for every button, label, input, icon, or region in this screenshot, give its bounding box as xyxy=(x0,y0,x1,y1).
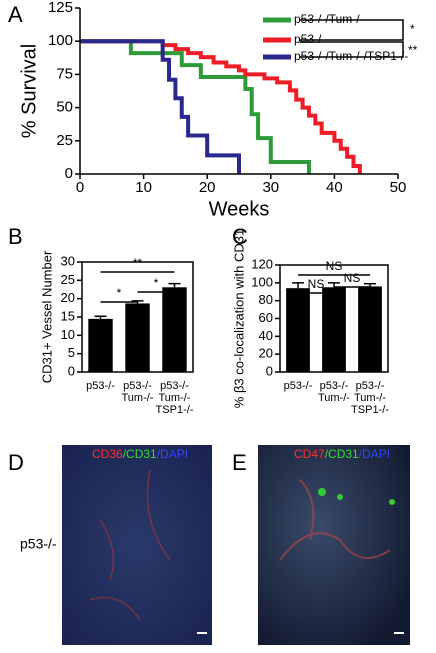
y-tick-label: 40 xyxy=(259,328,273,343)
x-tick-label: p53-/- xyxy=(160,380,189,392)
y-tick-label: 60 xyxy=(259,310,273,325)
stain-label: CD36/CD31/DAPI xyxy=(92,447,188,461)
stain-part: /CD31 xyxy=(123,447,157,461)
y-tick-label: 15 xyxy=(61,308,75,323)
y-tick-label: 20 xyxy=(61,290,75,305)
x-tick-label: 40 xyxy=(326,179,343,196)
y-axis-title: CD31+ Vessel Number xyxy=(39,250,54,383)
y-tick-label: 30 xyxy=(61,253,75,268)
y-tick-label: 20 xyxy=(259,346,273,361)
y-tick-label: 100 xyxy=(48,32,73,49)
x-tick-label: p53-/- xyxy=(123,380,152,392)
x-tick-label: TSP1-/- xyxy=(351,404,389,416)
vessel-signal xyxy=(89,469,171,621)
significance: NS xyxy=(326,259,343,273)
x-axis-title: Weeks xyxy=(209,198,270,220)
x-tick-label: Tum-/- xyxy=(354,392,386,404)
significance: NS xyxy=(344,271,361,285)
row-label: p53-/- xyxy=(20,536,57,552)
x-tick-label: p53-/- xyxy=(284,380,313,392)
y-tick-label: 5 xyxy=(68,345,75,360)
stain-part: CD47 xyxy=(294,447,325,461)
axis xyxy=(279,264,389,373)
y-tick-label: 100 xyxy=(251,274,273,289)
y-tick-label: 10 xyxy=(61,327,75,342)
bar xyxy=(125,303,150,372)
x-tick-label: p53-/- xyxy=(320,380,349,392)
stain-part: CD36 xyxy=(92,447,123,461)
y-tick-label: 25 xyxy=(56,132,73,149)
vessel-signal xyxy=(279,479,391,561)
green-signal xyxy=(318,488,326,496)
axis xyxy=(81,261,194,373)
y-tick-label: 120 xyxy=(251,256,273,271)
x-tick-label: 20 xyxy=(199,179,216,196)
x-tick-label: 50 xyxy=(390,179,407,196)
significance: ** xyxy=(408,43,418,57)
x-tick-label: 30 xyxy=(262,179,279,196)
survival-line xyxy=(80,39,311,174)
micrograph-e xyxy=(258,445,410,645)
y-tick-label: 25 xyxy=(61,272,75,287)
y-axis-title: % Survival xyxy=(18,44,40,138)
bar xyxy=(162,287,187,372)
panel-label: B xyxy=(8,224,23,249)
x-tick-label: Tum-/- xyxy=(122,392,154,404)
survival-line xyxy=(80,39,241,174)
x-tick-label: p53-/- xyxy=(356,380,385,392)
panel-label: C xyxy=(232,224,248,249)
panel-label: D xyxy=(8,450,24,475)
significance: ** xyxy=(133,256,143,270)
legend-label: p53-/-/Tum-/- xyxy=(294,12,364,26)
bar xyxy=(358,286,382,372)
bar xyxy=(322,287,346,372)
y-tick-label: 0 xyxy=(68,363,75,378)
green-signal xyxy=(337,494,343,500)
legend-label: p53-/- xyxy=(294,32,325,46)
x-tick-label: 10 xyxy=(135,179,152,196)
x-tick-label: Tum-/- xyxy=(318,392,350,404)
y-tick-label: 0 xyxy=(266,363,273,378)
significance: NS xyxy=(308,277,325,291)
green-signal xyxy=(389,499,395,505)
survival-line xyxy=(80,39,362,174)
legend-label: p53-/-/Tum-/-/TSP1-/- xyxy=(294,49,408,63)
x-tick-label: Tum-/- xyxy=(159,392,191,404)
panel-label: A xyxy=(8,2,23,27)
y-tick-label: 0 xyxy=(65,165,73,182)
stain-part: /DAPI xyxy=(359,447,390,461)
y-axis-title: % β3 co-localization with CD31 xyxy=(231,229,246,408)
significance: * xyxy=(154,276,159,290)
y-tick-label: 75 xyxy=(56,65,73,82)
x-tick-label: p53-/- xyxy=(86,380,115,392)
y-tick-label: 80 xyxy=(259,292,273,307)
stain-label: CD47/CD31/DAPI xyxy=(294,447,390,461)
significance: * xyxy=(410,22,415,36)
x-tick-label: 0 xyxy=(76,179,84,196)
stain-part: /CD31 xyxy=(325,447,359,461)
bar xyxy=(88,318,113,372)
bar xyxy=(286,288,310,372)
stain-part: /DAPI xyxy=(157,447,188,461)
significance-bracket xyxy=(300,19,404,58)
axis xyxy=(79,8,398,175)
panel-label: E xyxy=(232,450,247,475)
significance: * xyxy=(117,286,122,300)
y-tick-label: 50 xyxy=(56,99,73,116)
y-tick-label: 125 xyxy=(48,0,73,16)
x-tick-label: TSP1-/- xyxy=(156,404,194,416)
micrograph-d xyxy=(62,445,212,645)
